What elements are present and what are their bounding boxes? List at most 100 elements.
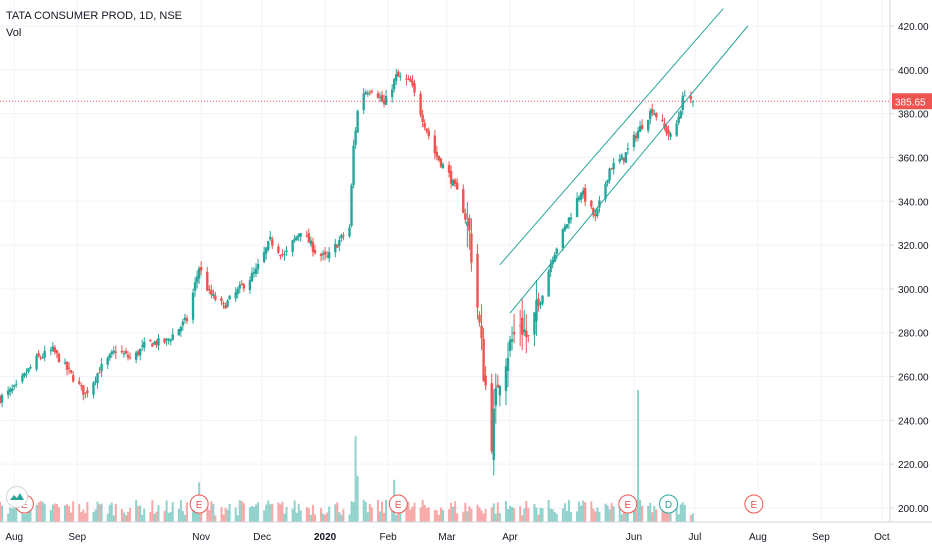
candle-body: [427, 130, 430, 137]
candle-body: [470, 233, 473, 263]
volume-bar: [354, 436, 357, 522]
volume-bar: [242, 503, 245, 522]
candle-body: [340, 234, 343, 239]
tradingview-logo-icon[interactable]: [6, 486, 28, 508]
candle-body: [677, 116, 680, 123]
candle-body: [584, 188, 587, 202]
candle-body: [334, 243, 337, 253]
volume-bar: [576, 511, 579, 522]
volume-bar: [580, 505, 583, 522]
event-marker-circle: [189, 494, 209, 514]
volume-bar: [464, 502, 467, 522]
candle-body: [208, 289, 211, 291]
volume-bar: [620, 514, 623, 522]
candle-body: [65, 361, 69, 370]
candle-body: [665, 126, 668, 133]
candle-body: [92, 382, 95, 395]
candle-body: [421, 114, 424, 122]
volume-bar: [127, 511, 130, 522]
candle-body: [13, 385, 16, 387]
candle-body: [618, 159, 621, 162]
volume-bar: [252, 506, 255, 522]
volume-bar: [470, 508, 473, 522]
earnings-event-marker[interactable]: E: [189, 494, 209, 514]
volume-bar: [313, 514, 316, 522]
candle-body: [57, 353, 61, 363]
volume-bar: [129, 508, 132, 522]
volume-label[interactable]: Vol: [6, 27, 22, 39]
candle-body: [646, 119, 650, 131]
symbol-title[interactable]: TATA CONSUMER PROD, 1D, NSE: [6, 10, 183, 22]
volume-bar: [608, 509, 611, 522]
volume-bar: [494, 513, 497, 522]
volume-bar: [0, 502, 1, 522]
time-tick-label: 2020: [314, 532, 337, 543]
earnings-event-marker[interactable]: E: [618, 494, 638, 514]
candle-body: [238, 284, 241, 289]
volume-bar: [405, 503, 408, 522]
candle-body: [476, 253, 479, 308]
volume-bar: [55, 503, 58, 522]
volume-bar: [555, 513, 558, 522]
event-marker-label: E: [395, 500, 402, 511]
volume-bar: [639, 499, 642, 522]
candle-body: [8, 388, 12, 393]
candle-body: [27, 368, 30, 372]
dividend-event-marker[interactable]: D: [659, 494, 679, 514]
volume-bar: [423, 504, 426, 522]
candle-body: [100, 364, 103, 372]
volume-bar: [439, 507, 442, 522]
candle-body: [177, 329, 181, 336]
time-axis-background: [0, 522, 932, 550]
candle-body: [295, 236, 298, 241]
candle-body: [492, 408, 495, 461]
volume-bar: [484, 509, 487, 522]
candle-body: [248, 280, 252, 290]
volume-bar: [194, 509, 197, 522]
candle-body: [405, 78, 408, 80]
candle-body: [179, 326, 183, 332]
volume-bar: [539, 508, 542, 522]
candle-body: [114, 351, 118, 353]
volume-bar: [293, 500, 296, 522]
candle-body: [224, 305, 227, 309]
candle-body: [364, 92, 367, 95]
volume-bar: [208, 510, 211, 522]
volume-bar: [667, 511, 670, 522]
candle-body: [512, 332, 516, 335]
volume-bar: [437, 514, 440, 522]
candle-body: [376, 93, 380, 98]
candle-body: [78, 381, 81, 384]
volume-bar: [504, 501, 507, 522]
candle-body: [626, 148, 630, 150]
volume-bar: [112, 515, 115, 522]
volume-bar: [153, 513, 156, 522]
candle-body: [39, 357, 42, 359]
earnings-event-marker[interactable]: E: [744, 494, 764, 514]
candle-body: [323, 251, 327, 255]
volume-bar: [366, 512, 369, 522]
volume-bar: [224, 507, 227, 522]
candle-body: [441, 164, 445, 169]
price-tick-label: 360.00: [898, 153, 929, 164]
volume-bar: [421, 499, 424, 522]
candle-body: [319, 254, 323, 256]
volume-bar: [569, 512, 572, 522]
candle-body: [535, 300, 538, 322]
volume-bar: [108, 504, 111, 522]
candle-body: [10, 388, 14, 392]
earnings-event-marker[interactable]: E: [388, 494, 408, 514]
volume-bar: [551, 509, 554, 522]
volume-bar: [649, 502, 652, 522]
candle-body: [311, 242, 315, 252]
price-tick-label: 380.00: [898, 110, 929, 121]
volume-bar: [281, 501, 284, 522]
price-tick-label: 300.00: [898, 285, 929, 296]
candle-body: [136, 351, 140, 356]
volume-bar: [370, 507, 373, 522]
candle-body: [199, 266, 203, 271]
candle-body: [25, 373, 28, 375]
volume-bar: [376, 499, 379, 522]
volume-bar: [466, 511, 469, 522]
